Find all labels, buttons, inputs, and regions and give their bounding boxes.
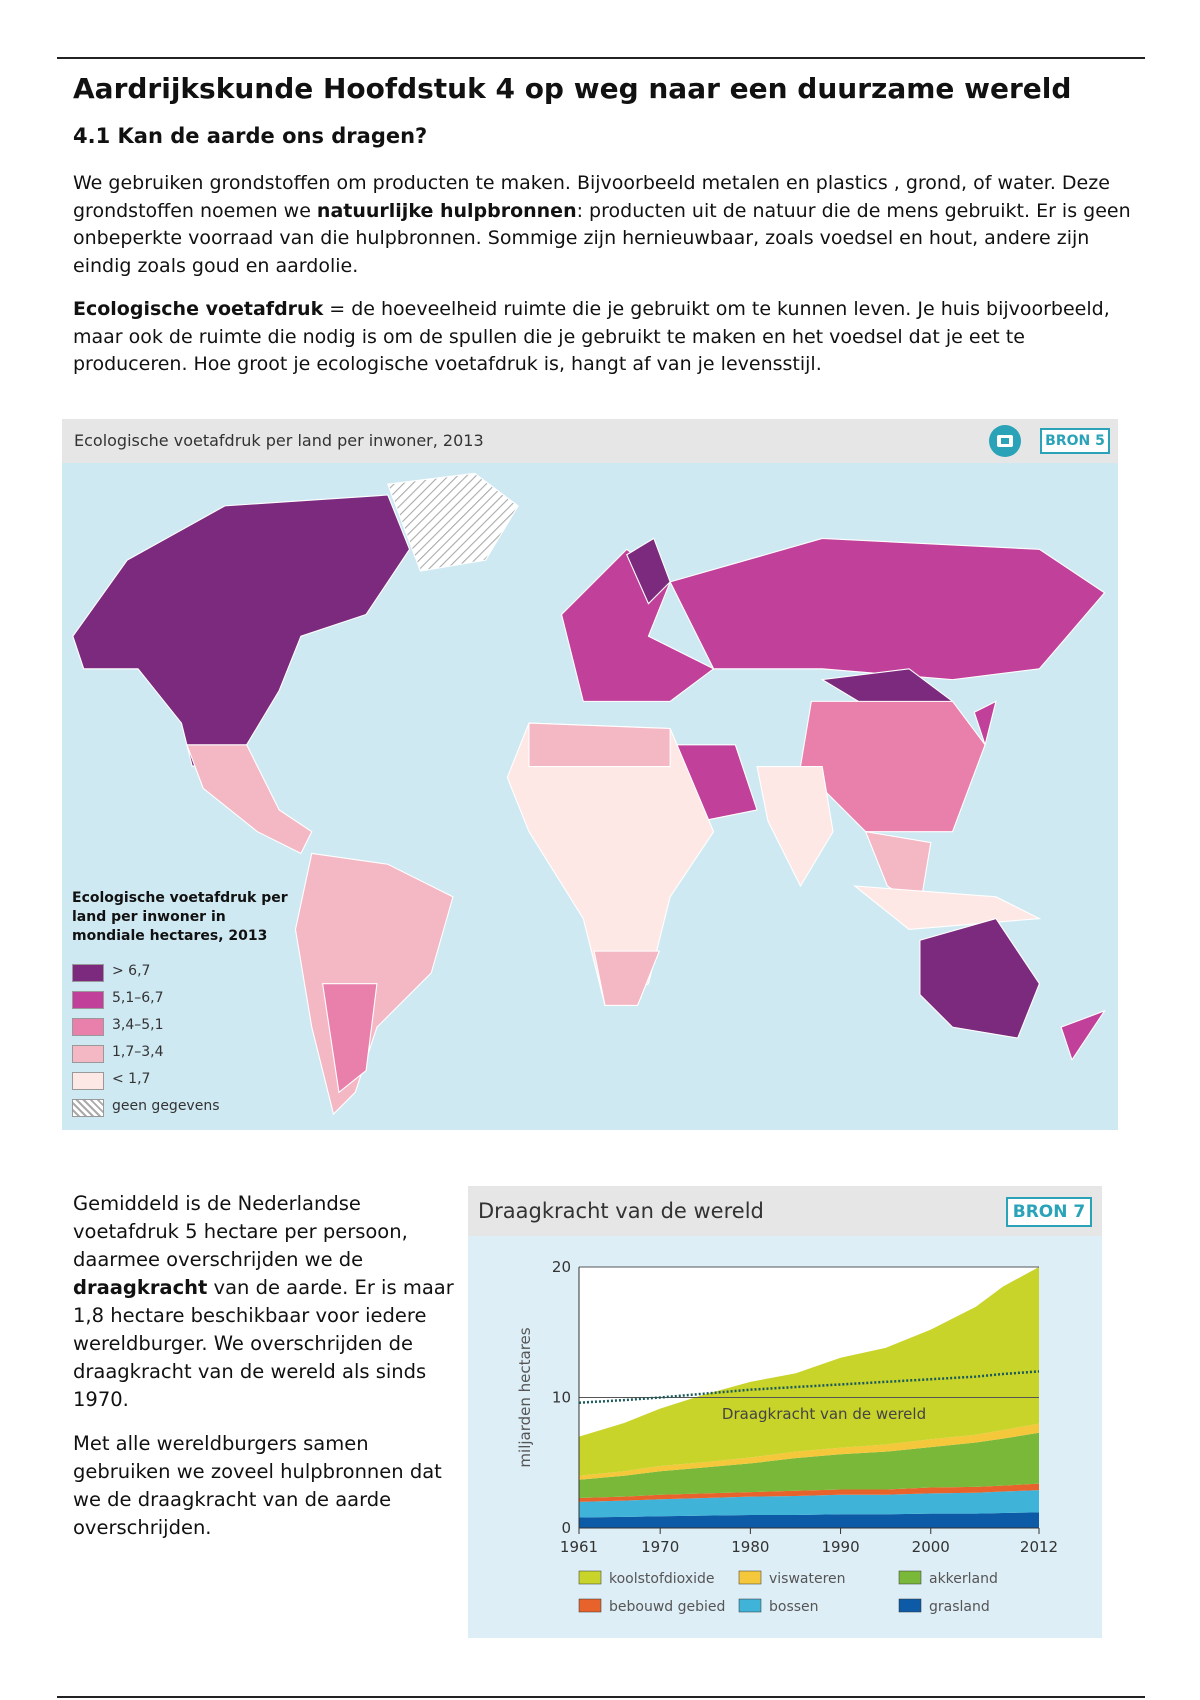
paragraph: Ecologische voetafdruk = de hoeveelheid … (73, 296, 1133, 379)
x-tick-label: 2012 (1020, 1538, 1058, 1556)
map-title: Ecologische voetafdruk per land per inwo… (74, 431, 484, 450)
legend-swatch (738, 1570, 762, 1585)
bold-text: Ecologische voetafdruk (73, 298, 324, 320)
legend-label: 5,1–6,7 (112, 990, 164, 1006)
legend-label: geen gegevens (112, 1098, 220, 1114)
area (579, 1423, 1039, 1480)
title: Aardrijkskunde Hoofdstuk 4 op weg naar e… (73, 72, 1072, 105)
paragraph: Met alle wereldburgers samen gebruiken w… (73, 1430, 463, 1542)
area (579, 1432, 1039, 1498)
map-header: Ecologische voetafdruk per land per inwo… (62, 419, 1118, 463)
y-tick-label: 10 (552, 1389, 571, 1407)
map-legend-title: Ecologische voetafdruk per land per inwo… (72, 890, 288, 944)
legend-label: grasland (929, 1599, 990, 1615)
legend-label: viswateren (769, 1571, 846, 1587)
legend-swatch (898, 1570, 922, 1585)
bottom-rule (57, 1696, 1145, 1698)
legend-swatch (898, 1598, 922, 1613)
chart-title: Draagkracht van de wereld (478, 1199, 764, 1223)
area (579, 1483, 1039, 1502)
lower-text: Gemiddeld is de Nederlandse voetafdruk 5… (73, 1190, 463, 1558)
text: Gemiddeld is de Nederlandse voetafdruk 5… (73, 1192, 408, 1271)
chart-header: Draagkracht van de wereld BRON 7 (468, 1186, 1102, 1236)
area (579, 1267, 1039, 1476)
legend-swatch (72, 1072, 104, 1090)
text: : producten uit de natuur die de mens ge… (73, 199, 1131, 277)
text: van de aarde. Er is maar 1,8 hectare bes… (73, 1276, 454, 1411)
paragraph: We gebruiken grondstoffen om producten t… (73, 170, 1133, 280)
intro-text: We gebruiken grondstoffen om producten t… (73, 170, 1133, 395)
y-tick-label: 20 (552, 1258, 571, 1276)
x-tick-label: 2000 (912, 1538, 950, 1556)
legend-swatch (738, 1598, 762, 1613)
x-tick-label: 1990 (821, 1538, 859, 1556)
legend-swatch (72, 1045, 104, 1063)
x-tick-label: 1980 (731, 1538, 769, 1556)
legend-label: < 1,7 (112, 1071, 151, 1087)
legend-label: bossen (769, 1599, 819, 1615)
annotation: Draagkracht van de wereld (722, 1405, 926, 1423)
area (579, 1490, 1039, 1518)
paragraph: Gemiddeld is de Nederlandse voetafdruk 5… (73, 1190, 463, 1414)
legend-swatch (72, 1099, 104, 1117)
legend-label: 3,4–5,1 (112, 1017, 164, 1033)
legend-label: akkerland (929, 1571, 998, 1587)
bold-text: natuurlijke hulpbronnen (316, 199, 577, 222)
chart-figure: Draagkracht van de wereld BRON 7 0 10 20 19… (468, 1186, 1102, 1638)
world-map (72, 472, 1106, 1116)
video-icon (989, 425, 1021, 457)
continents (72, 472, 1106, 1116)
chart: 0 10 20 1961 1970 1980 1990 2000 2012 miljarden h… (516, 1258, 1058, 1615)
legend-swatch (72, 964, 104, 982)
legend-label: bebouwd gebied (609, 1599, 725, 1615)
legend-label: 1,7–3,4 (112, 1044, 164, 1060)
legend-swatch (578, 1598, 602, 1613)
legend-label: koolstofdioxide (609, 1571, 715, 1587)
text: = de hoeveelheid ruimte die je gebruikt … (73, 298, 1110, 375)
y-axis-label: miljarden hectares (516, 1327, 534, 1467)
legend-swatch (72, 1018, 104, 1036)
map-badge: BRON 5 (1040, 428, 1110, 454)
text: Met alle wereldburgers samen gebruiken w… (73, 1432, 442, 1539)
y-tick-label: 0 (561, 1519, 571, 1537)
x-tick-label: 1961 (560, 1538, 598, 1556)
subtitle: 4.1 Kan de aarde ons dragen? (73, 124, 428, 148)
x-tick-label: 1970 (641, 1538, 679, 1556)
legend-swatch (72, 991, 104, 1009)
top-rule (57, 57, 1145, 59)
legend-label: > 6,7 (112, 963, 151, 979)
legend-swatch (578, 1570, 602, 1585)
chart-badge: BRON 7 (1006, 1197, 1092, 1227)
text: We gebruiken grondstoffen om producten t… (73, 172, 1110, 222)
bold-text: draagkracht (73, 1276, 208, 1299)
map-figure: Ecologische voetafdruk per land per inwo… (62, 419, 1118, 1130)
area (579, 1512, 1039, 1528)
